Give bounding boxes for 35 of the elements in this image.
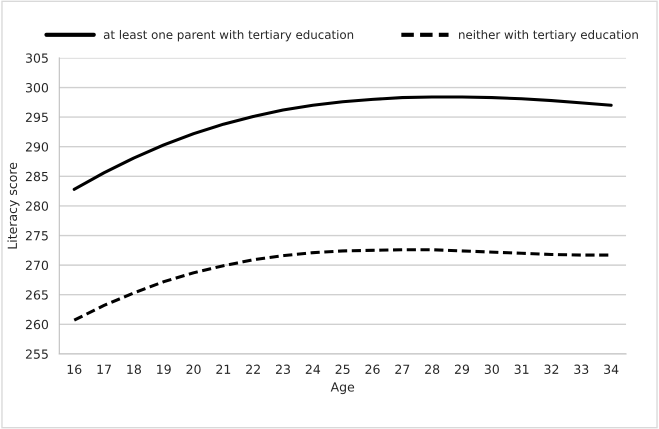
y-tick-label: 280: [26, 201, 48, 211]
x-tick-label: 25: [336, 364, 350, 374]
x-tick-label: 33: [574, 364, 588, 374]
y-tick-label: 305: [26, 53, 48, 63]
x-tick-label: 17: [97, 364, 111, 374]
x-tick-label: 27: [395, 364, 410, 374]
x-tick-label: 18: [127, 364, 141, 374]
x-tick-label: 34: [604, 364, 618, 374]
y-tick-label: 285: [26, 172, 48, 182]
y-tick-label: 255: [26, 349, 48, 359]
y-tick-label: 275: [26, 230, 48, 240]
y-tick-label: 300: [26, 82, 48, 92]
x-tick-label: 22: [246, 364, 260, 374]
x-tick-label: 31: [514, 364, 528, 374]
x-tick-label: 32: [544, 364, 558, 374]
y-tick-label: 295: [26, 112, 48, 122]
legend-label: at least one parent with tertiary education: [104, 30, 354, 42]
x-axis-title: Age: [330, 382, 354, 394]
x-tick-label: 16: [68, 364, 82, 374]
x-tick-label: 24: [306, 364, 320, 374]
y-tick-label: 270: [26, 260, 48, 270]
x-tick-label: 26: [365, 364, 380, 374]
x-tick-label: 21: [216, 364, 230, 374]
x-tick-label: 19: [157, 364, 171, 374]
y-axis-title: Literacy score: [7, 162, 20, 249]
y-tick-label: 265: [26, 290, 48, 300]
x-tick-label: 20: [186, 364, 201, 374]
y-tick-label: 260: [26, 320, 48, 330]
legend-label: neither with tertiary education: [459, 30, 638, 42]
x-tick-label: 29: [454, 364, 470, 374]
x-tick-label: 30: [484, 364, 499, 374]
line-series: [72, 95, 613, 191]
y-tick-label: 290: [26, 142, 48, 152]
x-tick-label: 23: [276, 364, 290, 374]
x-tick-label: 28: [425, 364, 440, 374]
